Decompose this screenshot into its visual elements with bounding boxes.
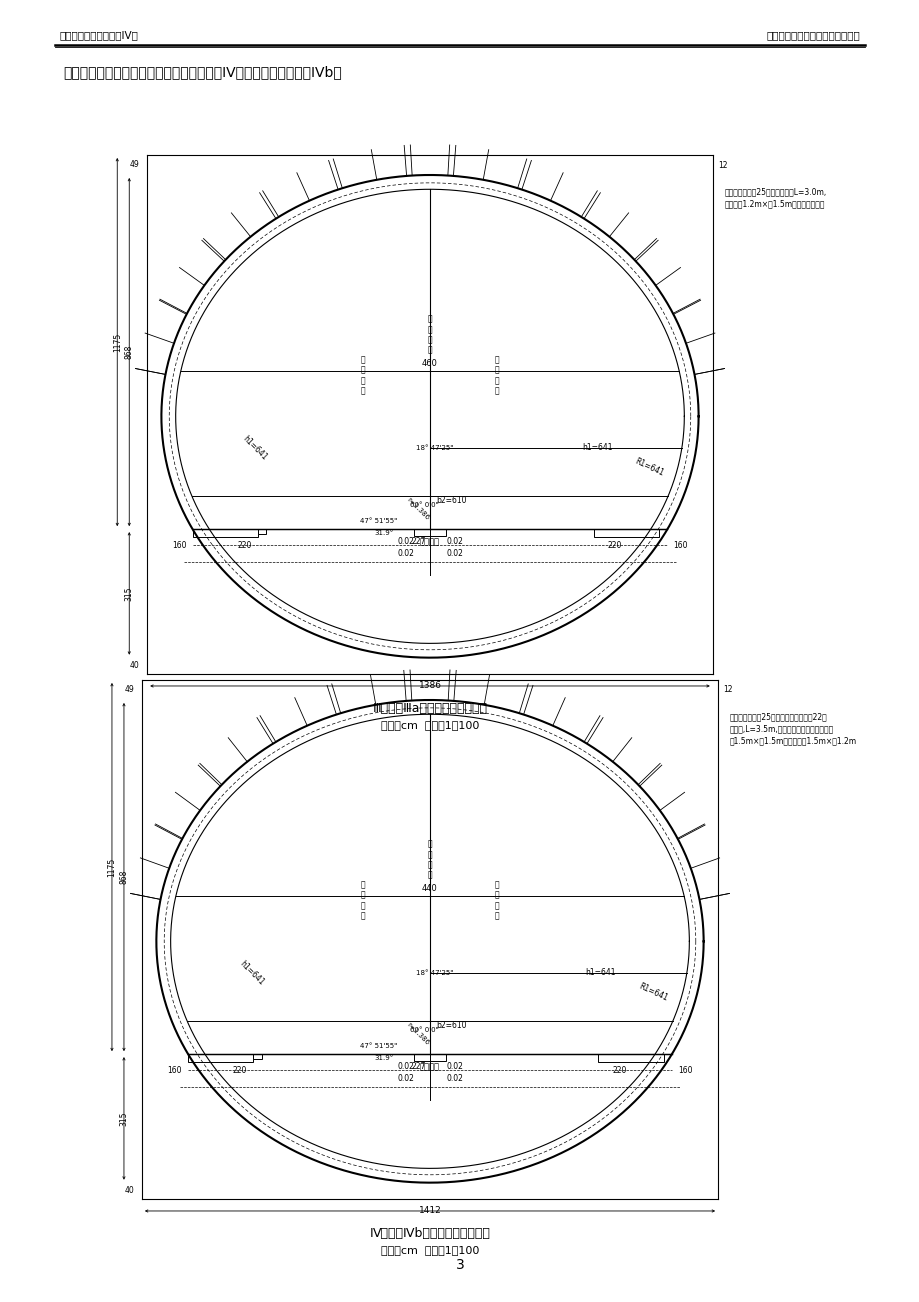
Text: 0.02: 0.02 — [397, 549, 414, 559]
Text: 60° 0'0": 60° 0'0" — [409, 501, 437, 508]
Text: 220: 220 — [607, 542, 621, 551]
Text: 隧
道
中
线: 隧 道 中 线 — [427, 315, 432, 355]
Text: 0.02: 0.02 — [397, 1062, 414, 1070]
Text: 220: 220 — [233, 1066, 247, 1075]
Text: 地下水不发育，通过四方签认将此段变更为IV级围岩，支护类型为IVb。: 地下水不发育，通过四方签认将此段变更为IV级围岩，支护类型为IVb。 — [62, 65, 341, 79]
Text: 160: 160 — [677, 1066, 692, 1075]
Text: 18° 47'25": 18° 47'25" — [415, 444, 452, 450]
Text: 隧
道
中
线: 隧 道 中 线 — [427, 840, 432, 880]
Text: 线
路
中
线: 线 路 中 线 — [494, 355, 499, 396]
Text: 0.02: 0.02 — [446, 1074, 462, 1083]
Text: h1=641: h1=641 — [238, 958, 266, 987]
Text: h1=641: h1=641 — [585, 967, 616, 976]
Text: 47° 51'55": 47° 51'55" — [359, 518, 397, 523]
Text: h1=641: h1=641 — [582, 443, 612, 452]
Text: 18° 47'25": 18° 47'25" — [415, 970, 452, 975]
Bar — [598, 1055, 663, 1062]
Text: 868: 868 — [119, 870, 129, 884]
Text: 单位：cm  比例：1：100: 单位：cm 比例：1：100 — [380, 1245, 479, 1255]
Text: 中铁四局杭黄铁路站前IV标: 中铁四局杭黄铁路站前IV标 — [60, 30, 139, 40]
Text: 315: 315 — [125, 586, 133, 600]
Text: 1175: 1175 — [113, 332, 121, 352]
Text: b2=610: b2=610 — [436, 1021, 466, 1030]
Text: 12: 12 — [717, 160, 726, 169]
Bar — [253, 1055, 261, 1059]
Text: 3: 3 — [455, 1258, 464, 1272]
Text: 0.02: 0.02 — [397, 1074, 414, 1083]
Text: 227: 227 — [411, 1062, 425, 1072]
Text: 40: 40 — [124, 1186, 134, 1195]
Text: h1=641: h1=641 — [241, 434, 269, 461]
Text: 220: 220 — [238, 542, 252, 551]
Text: 0.02: 0.02 — [446, 536, 462, 546]
Text: 868: 868 — [125, 345, 133, 359]
Text: 0.02: 0.02 — [446, 1062, 462, 1070]
Text: R1=641: R1=641 — [637, 982, 669, 1003]
Text: 315: 315 — [119, 1111, 129, 1126]
Text: Ⅳ级围岩Ⅳb型复合式衬砌断面图: Ⅳ级围岩Ⅳb型复合式衬砌断面图 — [369, 1226, 490, 1240]
Bar — [414, 1055, 446, 1061]
Text: 60° 0'0": 60° 0'0" — [409, 1027, 437, 1032]
Text: 220: 220 — [612, 1066, 627, 1075]
Text: 内轨顶面: 内轨顶面 — [420, 1062, 439, 1072]
Text: 系统锚杆：拱部25普通中空锚杆，边墙22砂: 系统锚杆：拱部25普通中空锚杆，边墙22砂 — [730, 712, 827, 721]
Text: 40: 40 — [130, 661, 139, 671]
Text: 49: 49 — [130, 160, 139, 169]
Text: 线
路
中
线: 线 路 中 线 — [360, 880, 365, 921]
Text: 31.9°: 31.9° — [374, 1055, 392, 1061]
Text: 160: 160 — [173, 542, 187, 551]
Text: Ⅲ级围岩Ⅲa型复合式衬砌断面图: Ⅲ级围岩Ⅲa型复合式衬砌断面图 — [372, 702, 487, 715]
Text: 440: 440 — [422, 884, 437, 893]
Text: 160: 160 — [167, 1066, 182, 1075]
Bar — [414, 529, 446, 536]
Bar — [192, 529, 257, 538]
Text: 环1.5m×纵1.5m；边墙：环1.5m×纵1.2m: 环1.5m×纵1.5m；边墙：环1.5m×纵1.2m — [730, 737, 857, 746]
Text: 1386: 1386 — [418, 681, 441, 690]
Bar — [594, 529, 659, 538]
Text: 460: 460 — [422, 359, 437, 368]
Text: 47° 51'55": 47° 51'55" — [359, 1043, 397, 1049]
Text: 浆锚杆,L=3.5m,梅花型布置。间距：拱部：: 浆锚杆,L=3.5m,梅花型布置。间距：拱部： — [730, 725, 834, 733]
Text: 单位：cm  比例：1：100: 单位：cm 比例：1：100 — [380, 720, 479, 730]
Text: 间距（环1.2m×纵1.5m）梅花型布置。: 间距（环1.2m×纵1.5m）梅花型布置。 — [724, 199, 824, 208]
Text: 160: 160 — [672, 542, 686, 551]
Text: 49: 49 — [124, 685, 134, 694]
Text: 线
路
中
线: 线 路 中 线 — [360, 355, 365, 396]
Text: 0.02: 0.02 — [446, 549, 462, 559]
Text: b2=610: b2=610 — [436, 496, 466, 505]
Text: 1175: 1175 — [108, 858, 117, 876]
Text: 常安隧道初支变形段套拱施工方案: 常安隧道初支变形段套拱施工方案 — [766, 30, 859, 40]
Text: r=1.386: r=1.386 — [405, 496, 430, 521]
Text: 12: 12 — [722, 685, 732, 694]
Text: 0.02: 0.02 — [397, 536, 414, 546]
Bar — [257, 529, 266, 534]
Text: 系统锚杆：拱部25普通中空锚杆L=3.0m,: 系统锚杆：拱部25普通中空锚杆L=3.0m, — [724, 187, 826, 197]
Bar — [187, 1055, 253, 1062]
Text: 31.9°: 31.9° — [374, 530, 392, 536]
Text: 227: 227 — [411, 538, 425, 547]
Text: r=1.386: r=1.386 — [405, 1021, 430, 1046]
Text: 线
路
中
线: 线 路 中 线 — [494, 880, 499, 921]
Text: 1412: 1412 — [418, 1207, 441, 1216]
Text: R1=641: R1=641 — [633, 457, 664, 478]
Text: 内轨顶面: 内轨顶面 — [420, 538, 439, 546]
